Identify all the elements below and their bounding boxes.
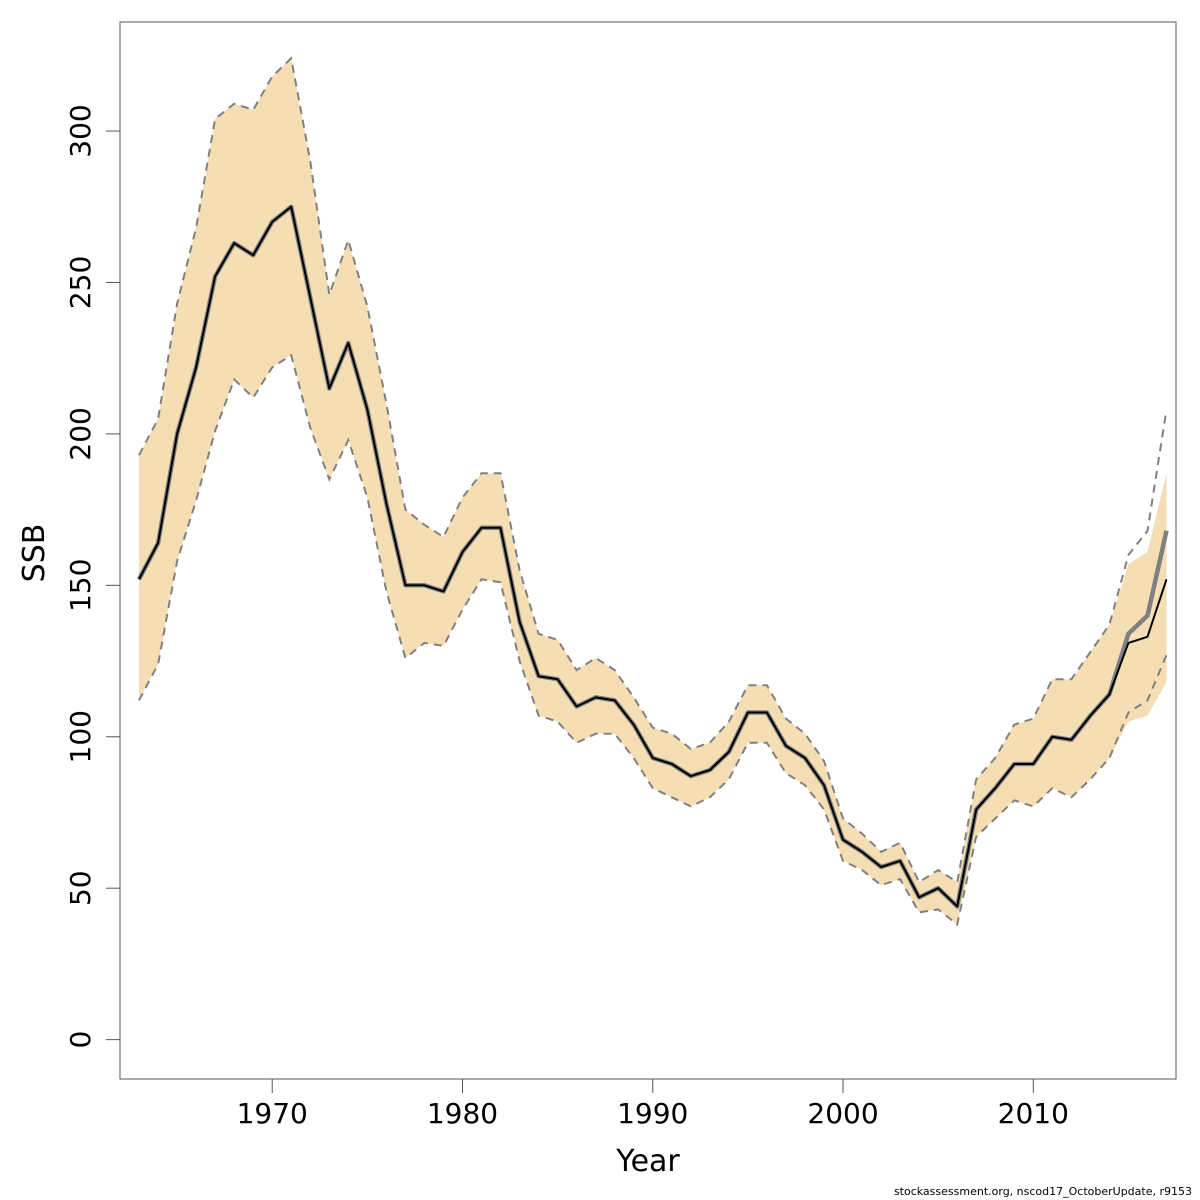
series-lines [137,56,1169,927]
y-tick-label: 300 [64,104,97,157]
ssb-estimate-line [138,205,1168,908]
x-tick-label: 2000 [807,1097,878,1130]
y-tick-label: 100 [64,710,97,763]
y-tick-label: 250 [64,256,97,309]
confidence-band-area [139,58,1167,925]
y-tick-label: 200 [64,407,97,460]
x-axis-title: Year [615,1144,680,1179]
y-tick-label: 50 [64,870,97,906]
x-axis: 1970 1980 1990 2000 2010 [237,1079,1069,1130]
confidence-band [139,58,1167,925]
y-axis-title: SSB [17,524,52,583]
lower-bound-line [138,353,1168,927]
x-tick-label: 1970 [237,1097,308,1130]
y-axis: 0 50 100 150 200 250 300 [64,104,120,1049]
footer-credit: stockassessment.org, nscod17_OctoberUpda… [893,1185,1192,1198]
y-tick-label: 0 [64,1031,97,1049]
plot-frame [119,21,1177,1080]
x-tick-label: 1980 [427,1097,498,1130]
upper-bound-line [138,56,1168,884]
x-tick-label: 1990 [617,1097,688,1130]
x-tick-label: 2010 [998,1097,1069,1130]
y-tick-label: 150 [64,559,97,612]
